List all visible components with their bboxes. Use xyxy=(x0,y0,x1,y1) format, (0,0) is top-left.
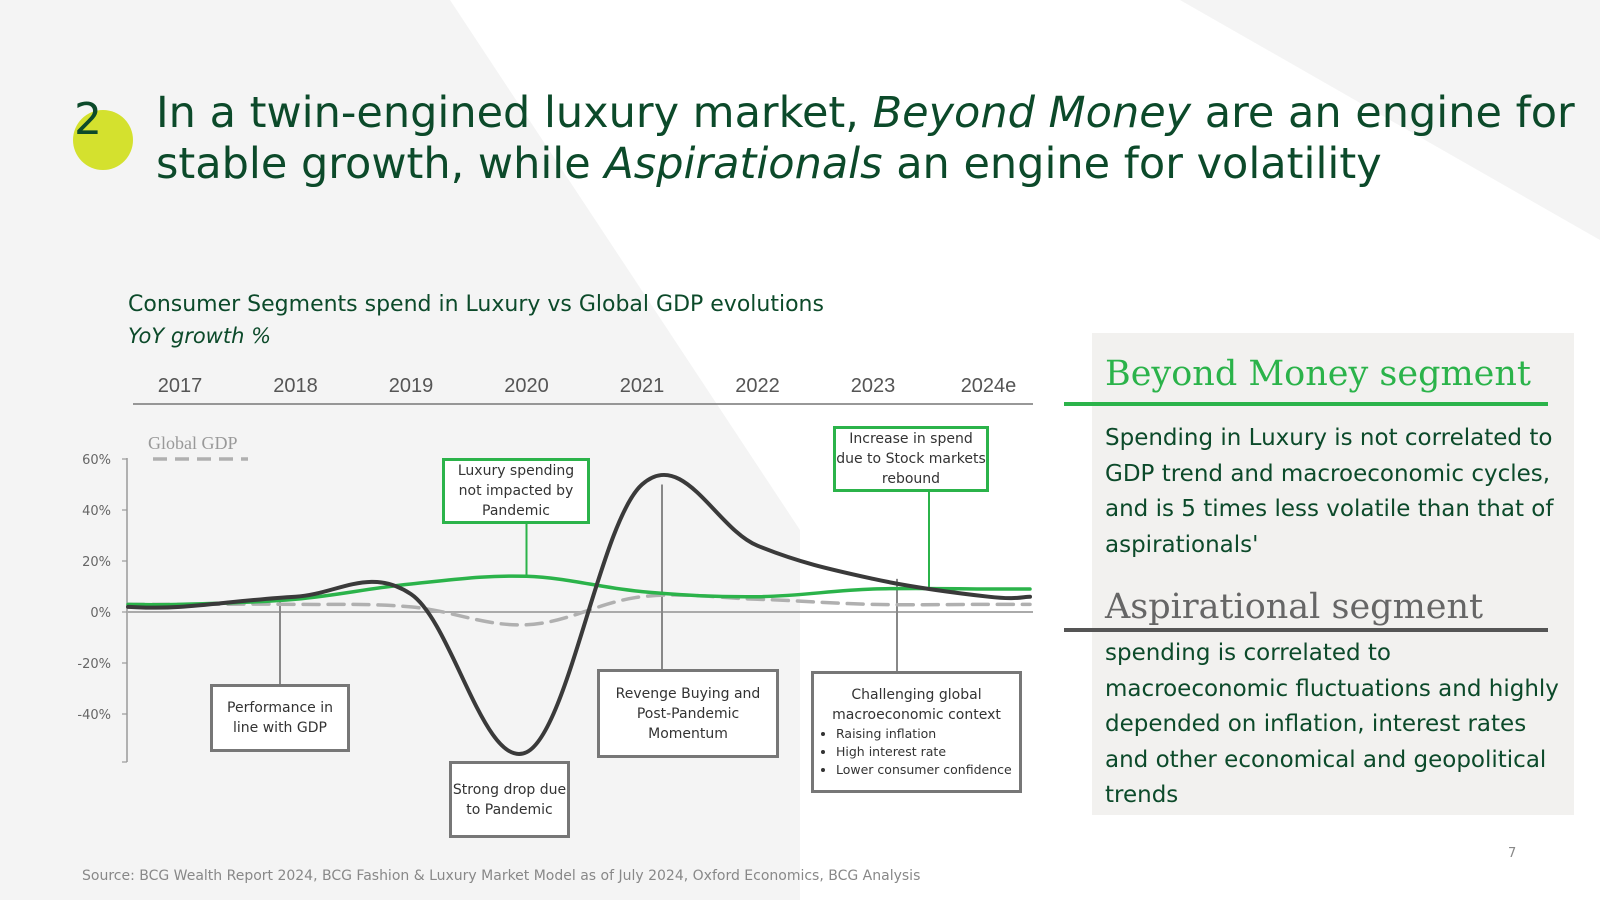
aspirational-heading: Aspirational segment xyxy=(1105,587,1484,627)
chart-subtitle: YoY growth % xyxy=(128,324,272,348)
annotation-luxury-not-impacted-label: Luxury spending not impacted by Pandemic xyxy=(457,463,575,519)
title-part-1: In a twin-engined luxury market, xyxy=(156,88,873,138)
section-badge xyxy=(73,110,133,170)
title-part-2: are an engine for stable growth, while xyxy=(156,88,1575,189)
aspirational-underline xyxy=(1064,628,1548,632)
annotation-strong-drop-label: Strong drop due to Pandemic xyxy=(452,781,567,818)
line-chart: 2017 2018 2019 2020 2021 2022 2023 2024e 60% 40% 2… xyxy=(77,375,1033,763)
bullet-lower-consumer-confidence: Lower consumer confidence xyxy=(836,761,1019,779)
y-tick-label: 60% xyxy=(82,453,111,468)
bullet-raising-inflation: Raising inflation xyxy=(836,725,1019,743)
beyond-money-text: Spending in Luxury is not correlated to … xyxy=(1105,425,1554,558)
slide-title: In a twin-engined luxury market, Beyond … xyxy=(156,88,1576,190)
beyond-money-heading: Beyond Money segment xyxy=(1105,354,1531,394)
x-tick-label-2017: 2017 xyxy=(158,375,203,397)
segment-panel xyxy=(1092,333,1574,815)
bullet-high-interest-rate: High interest rate xyxy=(836,743,1019,761)
x-tick-label-2020: 2020 xyxy=(504,375,549,397)
section-number: 2 xyxy=(74,94,102,145)
annotation-challenging-context-label: Challenging global macroeconomic context xyxy=(832,687,1001,723)
annotation-stock-rebound: Increase in spend due to Stock markets r… xyxy=(833,426,989,492)
annotation-performance-gdp-label: Performance in line with GDP xyxy=(227,700,333,736)
annotation-revenge-buying-label: Revenge Buying and Post-Pandemic Momentu… xyxy=(615,685,761,742)
x-tick-label-2024e: 2024e xyxy=(961,375,1017,397)
x-tick-label-2019: 2019 xyxy=(389,375,434,397)
y-tick-label: -40% xyxy=(77,708,111,723)
beyond-money-underline xyxy=(1064,402,1548,406)
y-tick-label: -20% xyxy=(77,657,111,672)
series-global-gdp-line xyxy=(126,593,1032,627)
legend-global-gdp-label: Global GDP xyxy=(148,433,238,453)
y-tick-label: 40% xyxy=(82,504,111,519)
source-note: Source: BCG Wealth Report 2024, BCG Fash… xyxy=(82,868,921,884)
x-tick-label-2022: 2022 xyxy=(735,375,780,397)
annotation-strong-drop: Strong drop due to Pandemic xyxy=(449,761,570,838)
annotation-challenging-context: Challenging global macroeconomic context… xyxy=(811,671,1022,793)
title-em-beyond-money: Beyond Money xyxy=(872,88,1192,138)
y-tick-label: 20% xyxy=(82,555,111,570)
series-aspirational-line xyxy=(126,473,1032,756)
x-tick-label-2021: 2021 xyxy=(620,375,665,397)
chart-title: Consumer Segments spend in Luxury vs Glo… xyxy=(128,292,824,317)
title-em-aspirationals: Aspirationals xyxy=(604,139,883,189)
aspirational-text: spending is correlated to macroeconomic … xyxy=(1105,640,1559,808)
x-tick-label-2023: 2023 xyxy=(851,375,896,397)
annotation-stock-rebound-label: Increase in spend due to Stock markets r… xyxy=(836,431,986,487)
title-part-3: an engine for volatility xyxy=(882,139,1382,189)
x-tick-label-2018: 2018 xyxy=(273,375,318,397)
annotation-revenge-buying: Revenge Buying and Post-Pandemic Momentu… xyxy=(597,669,779,758)
page-number: 7 xyxy=(1508,846,1517,861)
annotation-luxury-not-impacted: Luxury spending not impacted by Pandemic xyxy=(442,458,590,524)
annotation-performance-gdp: Performance in line with GDP xyxy=(210,684,350,752)
y-tick-label: 0% xyxy=(90,606,111,621)
annotation-bullet-list: Raising inflation High interest rate Low… xyxy=(814,725,1019,779)
